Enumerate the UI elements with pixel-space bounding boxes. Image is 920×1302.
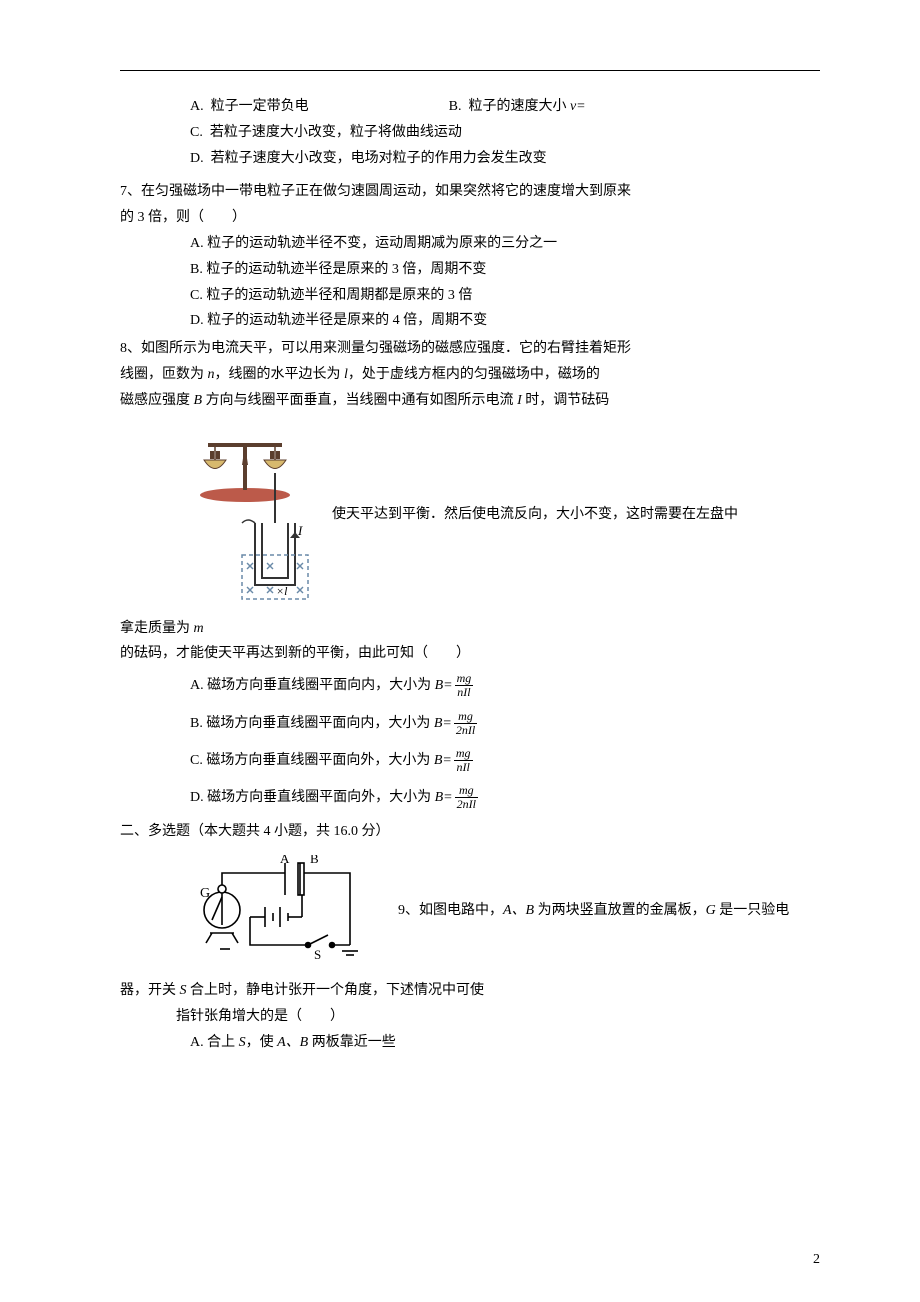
q8-l3-mid: 方向与线圈平面垂直，当线圈中通有如图所示电流 <box>202 393 517 408</box>
q9-mid: 为两块竖直放置的金属板， <box>534 903 706 918</box>
q8-l3-B: B <box>194 393 203 408</box>
q9-opta-ab: A、B <box>277 1035 308 1050</box>
q6-opt-d-text: 若粒子速度大小改变，电场对粒子的作用力会发生改变 <box>211 151 547 166</box>
top-divider <box>120 70 820 71</box>
q9-l2-post: 合上时，静电计张开一个角度，下述情况中可使 <box>187 983 485 998</box>
q6-opt-b-var: v= <box>570 99 586 114</box>
q8-frac-b-den: 2nIl <box>454 724 477 737</box>
q8-opt-d-pre: D. 磁场方向垂直线圈平面向外，大小为 <box>190 790 435 805</box>
q8-inline-text: 使天平达到平衡．然后使电流反向，大小不变，这时需要在左盘中 <box>332 503 738 527</box>
q6-opt-c: C. 若粒子速度大小改变，粒子将做曲线运动 <box>190 121 820 145</box>
q6-opt-a: A. 粒子一定带负电 <box>190 95 309 119</box>
q6-opt-row-ab: A. 粒子一定带负电 B. 粒子的速度大小 v= <box>190 95 820 119</box>
svg-text:×l: ×l <box>276 584 288 598</box>
q6-opt-b: B. 粒子的速度大小 v= <box>449 95 586 119</box>
svg-text:B: B <box>310 855 319 866</box>
q8-frac-a-num: mg <box>455 672 474 686</box>
q8-frac-a-den: nIl <box>455 686 474 699</box>
q6-opt-b-pre: 粒子的速度大小 <box>468 99 570 114</box>
q6-opt-c-text: 若粒子速度大小改变，粒子将做曲线运动 <box>210 125 462 140</box>
q8-l2-n: n <box>208 367 215 382</box>
q9-opta-post: 两板靠近一些 <box>308 1035 396 1050</box>
q8-l3-post: 时，调节砝码 <box>522 393 610 408</box>
q8-frac-d: mg2nIl <box>455 784 478 811</box>
q9-pre: 9、如图电路中， <box>398 903 503 918</box>
q8-opt-a: A. 磁场方向垂直线圈平面向内，大小为 B=mgnIl <box>190 672 820 699</box>
q8-frac-c-den: nIl <box>454 761 473 774</box>
q7-opt-c: C. 粒子的运动轨迹半径和周期都是原来的 3 倍 <box>190 284 820 308</box>
q8-frac-d-den: 2nIl <box>455 798 478 811</box>
svg-text:S: S <box>314 947 321 962</box>
q8-opt-c-pre: C. 磁场方向垂直线圈平面向外，大小为 <box>190 753 434 768</box>
q8-figure-row: I ×l 使天平达到平衡．然后使电流反向，大小不变，这时需要在左盘中 <box>190 415 820 615</box>
q8-opt-a-pre: A. 磁场方向垂直线圈平面向内，大小为 <box>190 678 435 693</box>
q8-opt-b-pre: B. 磁场方向垂直线圈平面向内，大小为 <box>190 715 434 730</box>
q8-after-fig-line2: 的砝码，才能使天平再达到新的平衡，由此可知（ ） <box>120 642 820 666</box>
q9-stem-line2: 器，开关 S 合上时，静电计张开一个角度，下述情况中可使 <box>120 979 820 1003</box>
q8-opt-c: C. 磁场方向垂直线圈平面向外，大小为 B=mgnIl <box>190 747 820 774</box>
q9-l2-pre: 器，开关 <box>120 983 180 998</box>
q8-stem-line2: 线圈，匝数为 n，线圈的水平边长为 l，处于虚线方框内的匀强磁场中，磁场的 <box>120 363 820 387</box>
q7-opt-d: D. 粒子的运动轨迹半径是原来的 4 倍，周期不变 <box>190 309 820 333</box>
q8-l2-pre: 线圈，匝数为 <box>120 367 208 382</box>
q8-after-fig-line1: 拿走质量为 m <box>120 617 820 641</box>
q7-opt-b: B. 粒子的运动轨迹半径是原来的 3 倍，周期不变 <box>190 258 820 282</box>
q9-figure-row: G A B S 9、如图电路中，A、B 为两块竖直放置的金属板，G 是一只验电 <box>190 855 820 965</box>
q8-frac-b-num: mg <box>454 710 477 724</box>
page-number: 2 <box>813 1248 820 1272</box>
q9-opta-s: S <box>239 1035 246 1050</box>
q8-stem-line3: 磁感应强度 B 方向与线圈平面垂直，当线圈中通有如图所示电流 I 时，调节砝码 <box>120 389 820 413</box>
q9-post: 是一只验电 <box>716 903 790 918</box>
q7-stem-line2: 的 3 倍，则（ ） <box>120 206 820 230</box>
q8-l2-mid: ，线圈的水平边长为 <box>215 367 345 382</box>
q9-l2-s: S <box>180 983 187 998</box>
q8-frac-c-num: mg <box>454 747 473 761</box>
q8-eq-c: B= <box>434 753 452 768</box>
q8-stem-line1: 8、如图所示为电流天平，可以用来测量匀强磁场的磁感应强度．它的右臂挂着矩形 <box>120 337 820 361</box>
q7-stem-line1: 7、在匀强磁场中一带电粒子正在做匀速圆周运动，如果突然将它的速度增大到原来 <box>120 180 820 204</box>
balance-figure-icon: I ×l <box>190 415 320 615</box>
q8-l2-post: ，处于虚线方框内的匀强磁场中，磁场的 <box>348 367 600 382</box>
q8-eq-b: B= <box>434 715 452 730</box>
q8-frac-c: mgnIl <box>454 747 473 774</box>
q8-frac-d-num: mg <box>455 784 478 798</box>
q8-opt-b: B. 磁场方向垂直线圈平面向内，大小为 B=mg2nIl <box>190 710 820 737</box>
q9-opta-mid: ，使 <box>246 1035 278 1050</box>
q8-eq-a: B= <box>435 678 453 693</box>
q9-opt-a: A. 合上 S，使 A、B 两板靠近一些 <box>190 1031 820 1055</box>
page: A. 粒子一定带负电 B. 粒子的速度大小 v= C. 若粒子速度大小改变，粒子… <box>0 0 920 1302</box>
q8-frac-a: mgnIl <box>455 672 474 699</box>
q8-eq-d: B= <box>435 790 453 805</box>
section2-title: 二、多选题（本大题共 4 小题，共 16.0 分） <box>120 820 820 844</box>
q6-opt-d: D. 若粒子速度大小改变，电场对粒子的作用力会发生改变 <box>190 147 820 171</box>
q9-ab: A、B <box>503 903 534 918</box>
q9-stem-line3: 指针张角增大的是（ ） <box>176 1005 820 1029</box>
svg-text:G: G <box>200 886 210 901</box>
q9-stem-inline: 9、如图电路中，A、B 为两块竖直放置的金属板，G 是一只验电 <box>398 899 789 923</box>
q8-after-pre: 拿走质量为 <box>120 621 194 636</box>
q8-frac-b: mg2nIl <box>454 710 477 737</box>
q8-after-m: m <box>194 621 204 636</box>
q6-opt-a-text: 粒子一定带负电 <box>211 99 309 114</box>
svg-text:A: A <box>280 855 290 866</box>
q8-opt-d: D. 磁场方向垂直线圈平面向外，大小为 B=mg2nIl <box>190 784 820 811</box>
q7-opt-a: A. 粒子的运动轨迹半径不变，运动周期减为原来的三分之一 <box>190 232 820 256</box>
q9-g: G <box>706 903 716 918</box>
circuit-figure-icon: G A B S <box>190 855 380 965</box>
q9-opta-pre: A. 合上 <box>190 1035 239 1050</box>
q8-l3-pre: 磁感应强度 <box>120 393 194 408</box>
